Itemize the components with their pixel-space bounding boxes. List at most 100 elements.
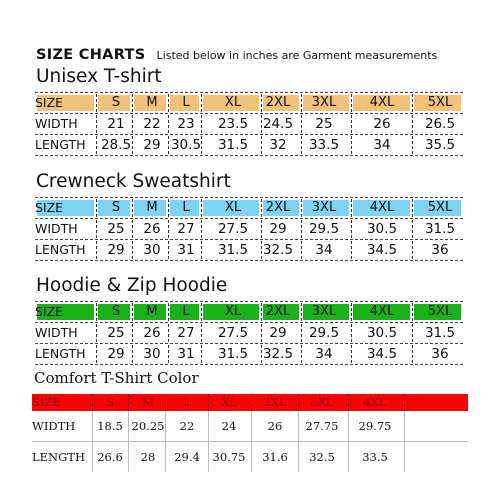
column-divider	[201, 241, 202, 259]
comfort-width-row: WIDTH 18.5 20.25 22 24 26 27.75 29.75	[32, 411, 468, 442]
size-cell: 2XL	[265, 304, 291, 319]
size-row: SIZE S M L XL 2XL 3XL 4XL 5XL	[35, 301, 463, 323]
measurement-cell: 29.5	[308, 221, 340, 237]
column-divider	[261, 241, 262, 259]
column-divider	[201, 199, 202, 217]
size-bar-segment	[98, 304, 130, 320]
size-row: SIZE S M L XL 2XL 3XL 4XL 5XL	[35, 92, 463, 114]
column-divider	[351, 199, 352, 217]
column-divider	[412, 220, 413, 238]
measurement-cell: 29	[143, 137, 161, 153]
measurement-cell: 26	[143, 325, 161, 341]
measurement-cell: 34.5	[366, 346, 398, 362]
size-cell: S	[111, 304, 121, 319]
measurement-cell: 31.5	[217, 137, 249, 153]
size-cell: S	[111, 200, 121, 215]
size-bar-segment	[37, 95, 94, 111]
measurement-cell: 35.5	[424, 137, 456, 153]
size-bar-segment	[170, 95, 199, 111]
row-label: LENGTH	[35, 346, 86, 361]
column-divider	[132, 136, 133, 154]
size-bar-segment	[98, 95, 130, 111]
column-divider	[201, 345, 202, 363]
column-divider	[348, 394, 349, 411]
size-bar-segment	[134, 95, 166, 111]
measurement-cell: 27.5	[217, 325, 249, 341]
row-label: WIDTH	[35, 221, 78, 236]
size-label: SIZE	[35, 200, 64, 215]
column-divider	[412, 324, 413, 342]
measurement-cell: 26.5	[424, 116, 456, 132]
column-divider	[351, 136, 352, 154]
size-cell: 5XL	[427, 200, 453, 215]
column-divider	[251, 411, 252, 441]
measurement-cell: 24	[221, 419, 237, 433]
column-divider	[168, 136, 169, 154]
measurement-cell: 29.4	[174, 450, 200, 464]
size-bar-segment	[203, 200, 259, 216]
column-divider	[261, 220, 262, 238]
column-divider	[412, 94, 413, 112]
measurement-cell: 30	[143, 346, 161, 362]
size-label: SIZE	[35, 304, 64, 319]
column-divider	[128, 411, 129, 441]
column-divider	[351, 241, 352, 259]
header-title: SIZE CHARTS	[36, 47, 146, 63]
column-divider	[96, 324, 97, 342]
column-divider	[412, 345, 413, 363]
measurement-cell: 31	[177, 346, 195, 362]
measurement-cell: 29	[107, 242, 125, 258]
width-row: WIDTH 25 26 27 27.5 29 29.5 30.5 31.5	[35, 323, 463, 344]
measurement-cell: 33.5	[308, 137, 340, 153]
column-divider	[412, 241, 413, 259]
column-divider	[351, 345, 352, 363]
row-label: WIDTH	[32, 419, 76, 433]
size-bar-segment	[303, 304, 349, 320]
measurement-cell: 28	[140, 450, 156, 464]
column-divider	[132, 115, 133, 133]
measurement-cell: 25	[315, 116, 333, 132]
column-divider	[351, 324, 352, 342]
column-divider	[412, 199, 413, 217]
column-divider	[261, 345, 262, 363]
column-divider	[96, 241, 97, 259]
length-row: LENGTH 29 30 31 31.5 32.5 34 34.5 36	[35, 240, 463, 261]
size-bar-segment	[263, 304, 299, 320]
column-divider	[351, 115, 352, 133]
size-cell: M	[146, 200, 158, 215]
column-divider	[412, 115, 413, 133]
column-divider	[165, 442, 166, 472]
size-bar-segment	[134, 200, 166, 216]
size-cell: 4XL	[369, 304, 395, 319]
size-bar-segment	[303, 95, 349, 111]
column-divider	[261, 115, 262, 133]
measurement-cell: 31.5	[217, 242, 249, 258]
column-divider	[301, 303, 302, 321]
measurement-cell: 31.6	[262, 450, 288, 464]
column-divider	[96, 345, 97, 363]
size-bar-segment	[203, 95, 259, 111]
size-cell: XL	[224, 200, 242, 215]
measurement-cell: 22	[179, 419, 195, 433]
size-charts-header: SIZE CHARTS Listed below in inches are G…	[36, 44, 437, 63]
column-divider	[301, 136, 302, 154]
size-bar-segment	[203, 304, 259, 320]
column-divider	[168, 241, 169, 259]
column-divider	[96, 115, 97, 133]
column-divider	[132, 345, 133, 363]
column-divider	[261, 94, 262, 112]
size-cell: L	[182, 95, 190, 110]
measurement-cell: 18.5	[97, 419, 123, 433]
size-bar	[35, 302, 463, 322]
measurement-cell: 28.5	[100, 137, 132, 153]
measurement-cell: 26.6	[97, 450, 123, 464]
size-cell: 3XL	[311, 304, 337, 319]
measurement-cell: 29	[269, 221, 287, 237]
comfort-length-row: LENGTH 26.6 28 29.4 30.75 31.6 32.5 33.5	[32, 442, 468, 472]
measurement-cell: 29.75	[358, 419, 392, 433]
measurement-cell: 32.5	[262, 242, 294, 258]
size-cell: L	[182, 200, 190, 215]
column-divider	[404, 394, 405, 411]
measurement-cell: 30.5	[366, 325, 398, 341]
measurement-cell: 30.5	[366, 221, 398, 237]
